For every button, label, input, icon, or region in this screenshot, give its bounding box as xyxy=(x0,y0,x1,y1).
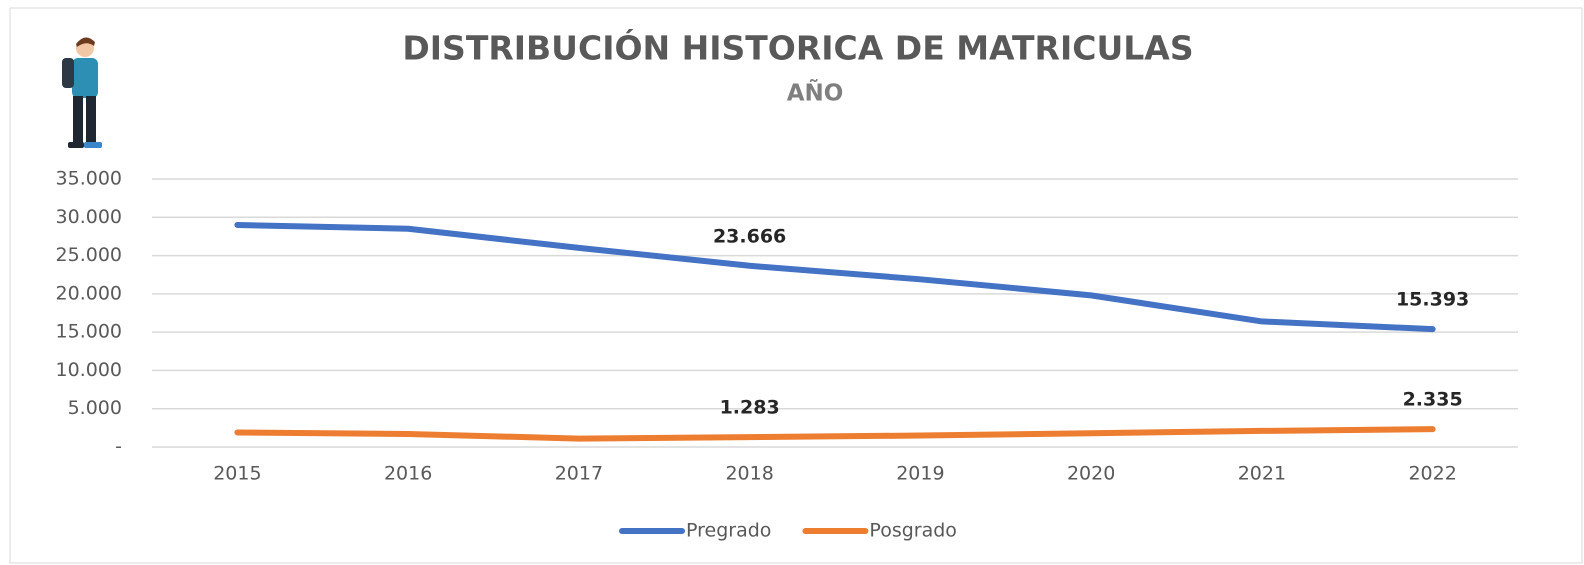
legend-label: Pregrado xyxy=(686,520,771,542)
data-label: 23.666 xyxy=(713,225,786,247)
y-tick-label: 5.000 xyxy=(68,397,122,419)
y-tick-label: 15.000 xyxy=(56,321,122,343)
x-tick-label: 2019 xyxy=(896,463,944,485)
y-tick-label: 30.000 xyxy=(56,206,122,228)
y-tick-label: 35.000 xyxy=(56,168,122,190)
x-tick-label: 2021 xyxy=(1238,463,1286,485)
line-series xyxy=(234,426,1436,442)
x-tick-label: 2016 xyxy=(384,463,432,485)
x-tick-label: 2020 xyxy=(1067,463,1115,485)
chart-title: DISTRIBUCIÓN HISTORICA DE MATRICULAS xyxy=(402,28,1193,68)
chart-subtitle: AÑO xyxy=(787,79,844,107)
x-tick-label: 2018 xyxy=(725,463,773,485)
data-label: 2.335 xyxy=(1403,389,1463,411)
data-label: 15.393 xyxy=(1396,289,1469,311)
y-tick-label: 20.000 xyxy=(56,282,122,304)
x-tick-label: 2015 xyxy=(213,463,261,485)
data-label: 1.283 xyxy=(720,397,780,419)
x-tick-label: 2017 xyxy=(555,463,603,485)
y-tick-label: 10.000 xyxy=(56,359,122,381)
legend-label: Posgrado xyxy=(869,520,957,542)
line-series xyxy=(234,221,1436,333)
y-tick-label: 25.000 xyxy=(56,244,122,266)
person-icon xyxy=(62,37,102,148)
x-tick-label: 2022 xyxy=(1408,463,1456,485)
y-tick-label: - xyxy=(115,436,122,458)
chart-frame xyxy=(9,7,1583,564)
